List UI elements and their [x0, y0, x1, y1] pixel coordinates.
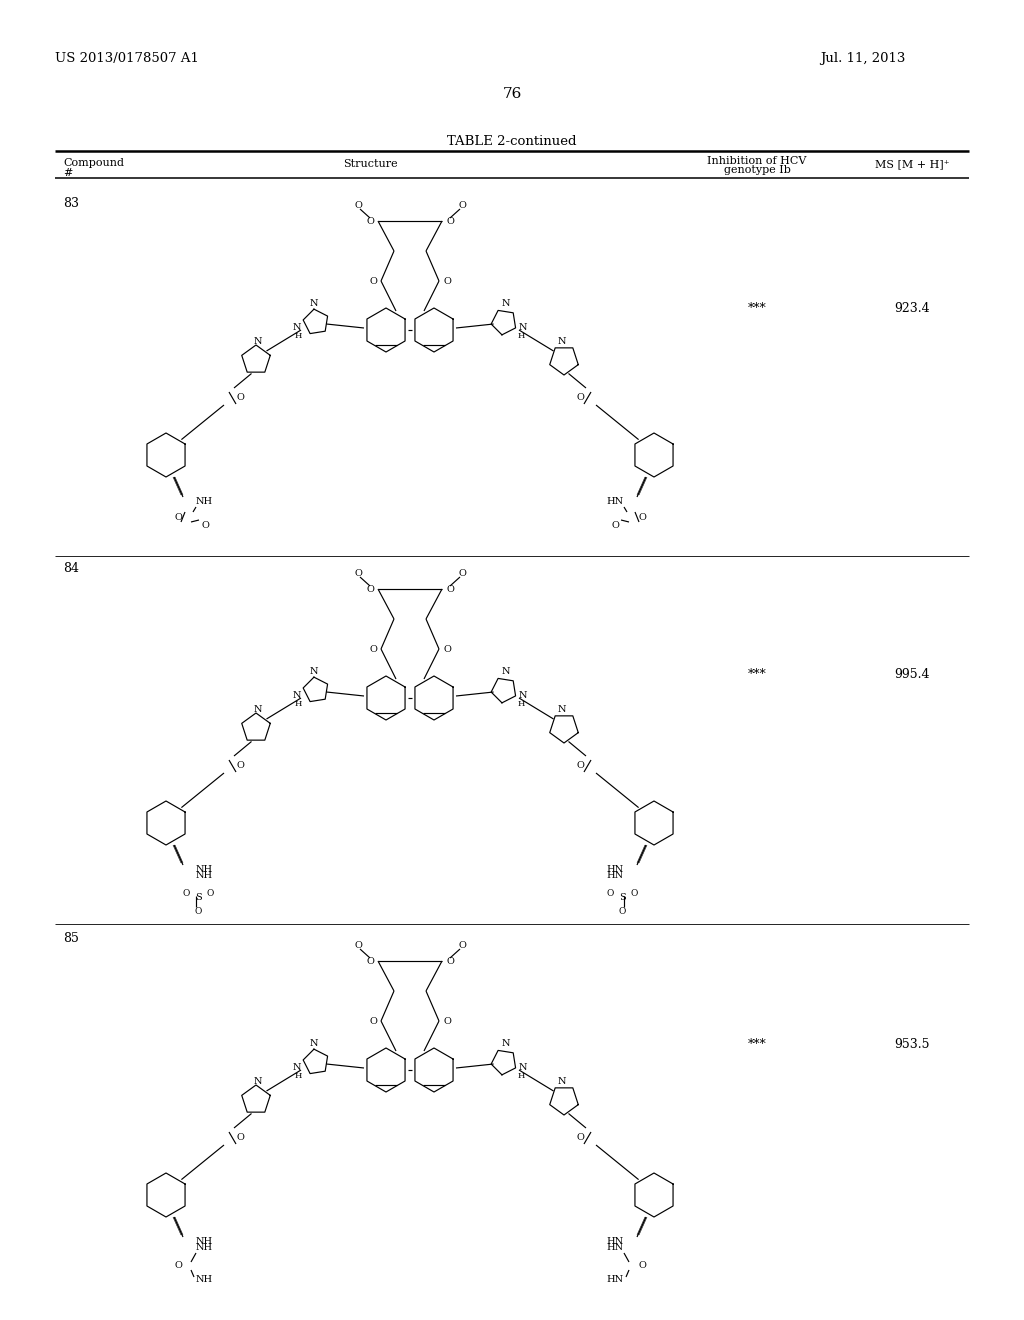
Text: O: O	[206, 888, 214, 898]
Text: 83: 83	[63, 197, 79, 210]
Text: NH: NH	[196, 496, 213, 506]
Text: HN: HN	[607, 865, 624, 874]
Text: N: N	[502, 300, 510, 309]
Text: O: O	[174, 1261, 182, 1270]
Text: O: O	[458, 941, 466, 950]
Text: O: O	[174, 512, 182, 521]
Text: O: O	[577, 1133, 584, 1142]
Text: N: N	[254, 337, 262, 346]
Text: O: O	[369, 644, 377, 653]
Text: N: N	[502, 1040, 510, 1048]
Text: Compound: Compound	[63, 158, 124, 168]
Text: O: O	[446, 216, 454, 226]
Text: O: O	[195, 907, 202, 916]
Text: ***: ***	[748, 668, 766, 681]
Text: O: O	[443, 644, 451, 653]
Text: 923.4: 923.4	[894, 302, 930, 315]
Text: O: O	[446, 957, 454, 965]
Text: 953.5: 953.5	[894, 1038, 930, 1051]
Text: O: O	[577, 760, 584, 770]
Text: O: O	[182, 888, 189, 898]
Text: HN: HN	[607, 1237, 624, 1246]
Text: O: O	[638, 1261, 646, 1270]
Text: US 2013/0178507 A1: US 2013/0178507 A1	[55, 51, 199, 65]
Text: N: N	[558, 705, 566, 714]
Text: N: N	[254, 1077, 262, 1085]
Text: O: O	[201, 520, 209, 529]
Text: H: H	[295, 1072, 302, 1080]
Text: N: N	[293, 690, 301, 700]
Text: O: O	[458, 202, 466, 210]
Text: O: O	[237, 1133, 244, 1142]
Text: O: O	[354, 941, 361, 950]
Text: O: O	[638, 512, 646, 521]
Text: NH: NH	[196, 1275, 213, 1284]
Text: O: O	[606, 888, 613, 898]
Text: O: O	[611, 520, 618, 529]
Text: O: O	[631, 888, 638, 898]
Text: TABLE 2-continued: TABLE 2-continued	[447, 135, 577, 148]
Text: genotype Ib: genotype Ib	[724, 165, 791, 176]
Text: #: #	[63, 168, 73, 178]
Text: N: N	[558, 1077, 566, 1085]
Text: 84: 84	[63, 562, 79, 576]
Text: N: N	[519, 690, 527, 700]
Text: H: H	[518, 333, 525, 341]
Text: O: O	[366, 216, 374, 226]
Text: NH: NH	[196, 865, 213, 874]
Text: NH: NH	[196, 870, 213, 879]
Text: N: N	[519, 322, 527, 331]
Text: NH: NH	[196, 1237, 213, 1246]
Text: S: S	[618, 894, 626, 903]
Text: N: N	[558, 337, 566, 346]
Text: MS [M + H]⁺: MS [M + H]⁺	[874, 158, 949, 169]
Text: O: O	[577, 392, 584, 401]
Text: O: O	[443, 1016, 451, 1026]
Text: Jul. 11, 2013: Jul. 11, 2013	[820, 51, 905, 65]
Text: H: H	[295, 700, 302, 708]
Text: O: O	[618, 907, 626, 916]
Text: H: H	[518, 1072, 525, 1080]
Text: NH: NH	[196, 1242, 213, 1251]
Text: S: S	[195, 894, 202, 903]
Text: N: N	[309, 668, 318, 676]
Text: N: N	[502, 668, 510, 676]
Text: O: O	[446, 585, 454, 594]
Text: HN: HN	[607, 1275, 624, 1284]
Text: O: O	[237, 760, 244, 770]
Text: O: O	[354, 202, 361, 210]
Text: N: N	[293, 322, 301, 331]
Text: N: N	[309, 300, 318, 309]
Text: ***: ***	[748, 1038, 766, 1051]
Text: O: O	[443, 276, 451, 285]
Text: O: O	[237, 392, 244, 401]
Text: O: O	[366, 585, 374, 594]
Text: 76: 76	[503, 87, 521, 102]
Text: Inhibition of HCV: Inhibition of HCV	[708, 156, 807, 166]
Text: 85: 85	[63, 932, 79, 945]
Text: O: O	[369, 276, 377, 285]
Text: HN: HN	[607, 1242, 624, 1251]
Text: H: H	[295, 333, 302, 341]
Text: N: N	[254, 705, 262, 714]
Text: HN: HN	[607, 496, 624, 506]
Text: N: N	[309, 1040, 318, 1048]
Text: HN: HN	[607, 870, 624, 879]
Text: N: N	[519, 1063, 527, 1072]
Text: O: O	[369, 1016, 377, 1026]
Text: O: O	[366, 957, 374, 965]
Text: O: O	[354, 569, 361, 578]
Text: O: O	[458, 569, 466, 578]
Text: ***: ***	[748, 302, 766, 315]
Text: N: N	[293, 1063, 301, 1072]
Text: H: H	[518, 700, 525, 708]
Text: Structure: Structure	[343, 158, 397, 169]
Text: 995.4: 995.4	[894, 668, 930, 681]
